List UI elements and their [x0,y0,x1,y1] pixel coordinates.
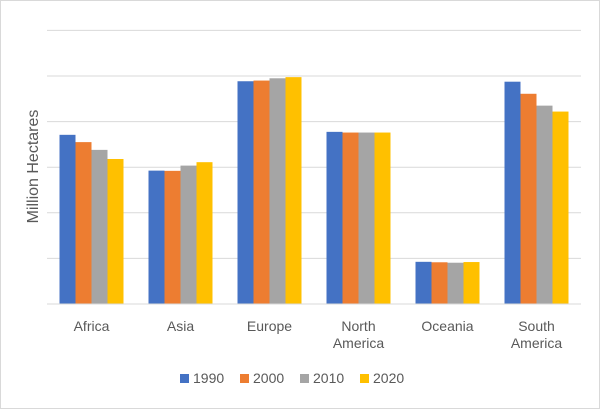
bar [91,149,108,304]
x-tick-label: South America [511,318,563,351]
x-tick-label: Europe [247,318,292,334]
legend-label: 2020 [373,370,404,386]
bar [536,105,553,304]
bar [164,170,181,304]
legend: 1990 2000 2010 2020 [180,370,404,386]
bar [285,77,302,304]
x-tick-label: Oceania [421,318,473,334]
bar [75,142,92,304]
legend-swatch [360,374,369,383]
bar [148,170,165,304]
bar [269,78,286,304]
bar [237,81,254,304]
bar [253,80,270,304]
bar [415,261,432,304]
legend-swatch [240,374,249,383]
bar [504,81,521,304]
bar [431,262,448,304]
legend-label: 2000 [253,370,284,386]
legend-swatch [180,374,189,383]
legend-swatch [300,374,309,383]
bar [463,262,480,304]
bar [196,162,213,304]
bar [59,134,76,304]
bar [326,131,343,304]
bars [59,77,569,305]
bar [107,158,124,304]
x-tick-label: Asia [167,318,194,334]
legend-label: 2010 [313,370,344,386]
bar [520,93,537,304]
y-axis-title: Million Hectares [25,110,42,224]
bar [552,111,569,305]
legend-label: 1990 [193,370,224,386]
bar [342,132,359,304]
bar [447,262,464,304]
x-axis-labels: Africa Asia Europe North America Oceania South… [74,318,563,351]
x-tick-label: Africa [74,318,110,334]
x-tick-label: North America [333,318,385,351]
bar [358,132,375,304]
gridlines [47,29,581,259]
bar [374,132,391,304]
bar [180,165,197,304]
